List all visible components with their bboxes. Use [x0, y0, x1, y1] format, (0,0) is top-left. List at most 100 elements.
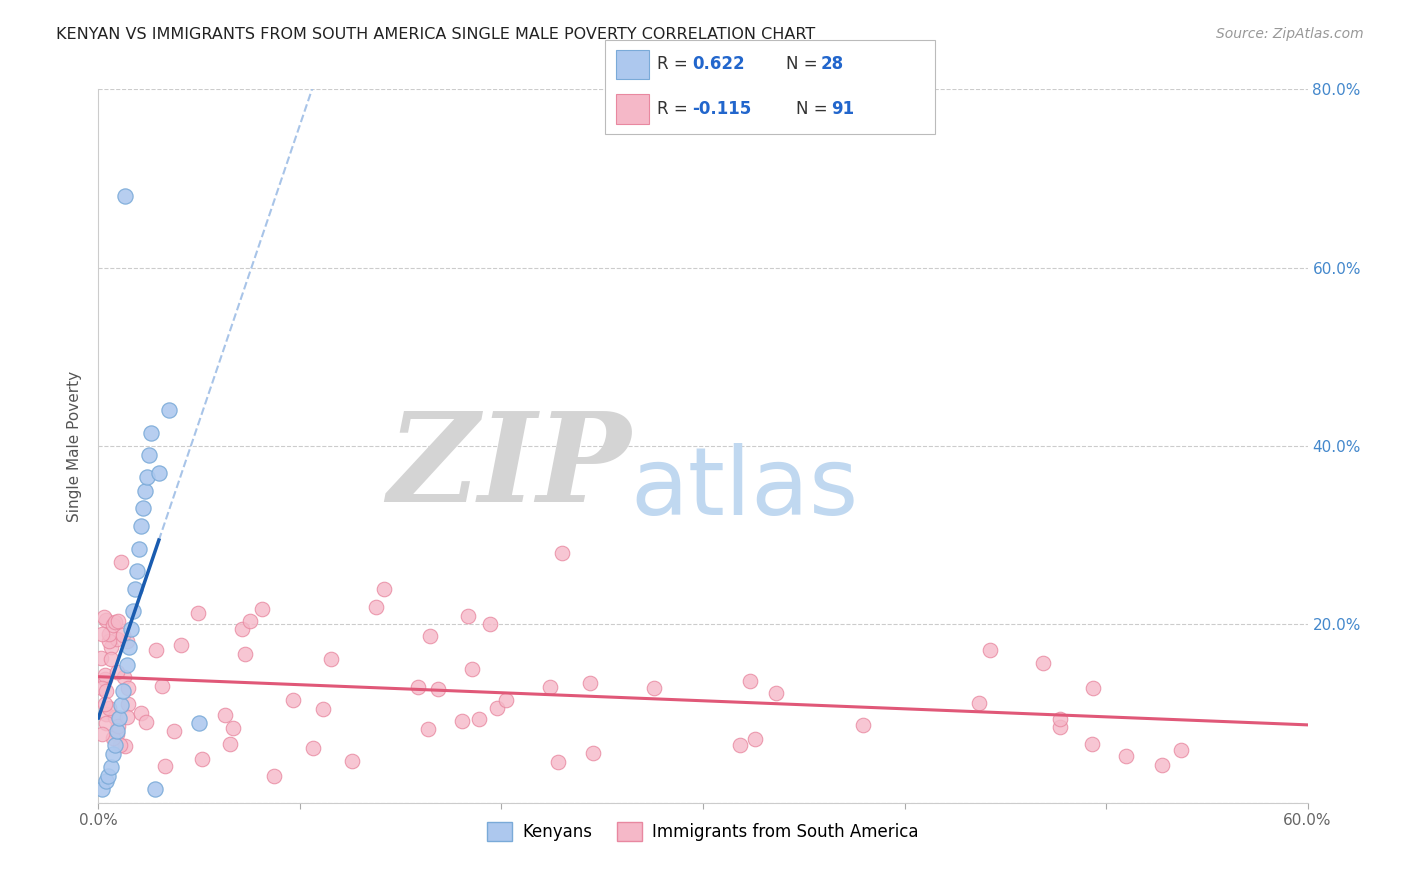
Point [1152, 758, 1174, 772]
Point [114, 739, 136, 753]
Point [233, 647, 256, 661]
Point [967, 696, 990, 710]
Point [105, 632, 128, 647]
Point [96, 613, 118, 627]
Point [94, 667, 117, 681]
Point [239, 615, 262, 629]
Point [129, 519, 152, 533]
Text: ZIP: ZIP [387, 407, 630, 528]
Point [551, 546, 574, 560]
Point [1032, 656, 1054, 670]
Text: KENYAN VS IMMIGRANTS FROM SOUTH AMERICA SINGLE MALE POVERTY CORRELATION CHART: KENYAN VS IMMIGRANTS FROM SOUTH AMERICA … [56, 27, 815, 42]
Point [150, 680, 173, 694]
Point [364, 599, 387, 614]
Point [222, 721, 245, 735]
Text: 28: 28 [821, 55, 844, 73]
Point [468, 712, 491, 726]
Point [479, 617, 502, 632]
Point [852, 717, 875, 731]
Text: N =: N = [786, 55, 823, 73]
Point [120, 622, 142, 636]
Point [110, 555, 132, 569]
Point [101, 731, 124, 746]
Point [340, 754, 363, 768]
Point [214, 708, 236, 723]
Point [94, 697, 117, 711]
Point [91, 681, 114, 696]
Point [1081, 681, 1104, 695]
Point [643, 681, 665, 695]
Point [105, 665, 128, 680]
Point [117, 633, 139, 648]
Point [416, 722, 439, 736]
Point [100, 640, 122, 655]
Point [153, 759, 176, 773]
Point [94, 715, 117, 730]
Point [373, 582, 395, 596]
Point [319, 652, 342, 666]
Point [485, 701, 508, 715]
Legend: Kenyans, Immigrants from South America: Kenyans, Immigrants from South America [481, 815, 925, 848]
Point [187, 606, 209, 620]
Point [104, 709, 127, 723]
Point [281, 693, 304, 707]
Point [103, 618, 125, 632]
Point [311, 702, 333, 716]
Point [93, 609, 115, 624]
Point [163, 724, 186, 739]
Point [419, 629, 441, 643]
Point [112, 670, 135, 684]
Point [131, 706, 153, 720]
Point [94, 706, 117, 721]
Point [90, 627, 112, 641]
Point [1049, 712, 1071, 726]
Point [114, 189, 136, 203]
Point [406, 680, 429, 694]
Point [157, 403, 180, 417]
Point [105, 727, 128, 741]
Point [170, 638, 193, 652]
Point [111, 627, 134, 641]
Point [125, 564, 148, 578]
Point [91, 782, 114, 797]
Point [218, 737, 240, 751]
Point [138, 448, 160, 462]
Point [107, 615, 129, 629]
Point [547, 755, 569, 769]
Point [103, 738, 125, 752]
Point [94, 683, 117, 698]
Point [979, 643, 1001, 657]
Point [579, 675, 602, 690]
Point [145, 643, 167, 657]
Point [97, 627, 120, 641]
Point [100, 760, 122, 774]
Point [1115, 748, 1137, 763]
Point [98, 634, 121, 648]
Text: Source: ZipAtlas.com: Source: ZipAtlas.com [1216, 27, 1364, 41]
Point [728, 739, 751, 753]
Point [538, 680, 561, 694]
Point [582, 746, 605, 760]
Point [132, 501, 155, 516]
Point [97, 769, 120, 783]
Point [426, 681, 449, 696]
Point [744, 731, 766, 746]
Point [143, 782, 166, 797]
Point [107, 719, 129, 733]
Point [134, 483, 156, 498]
Point [117, 681, 139, 696]
Text: R =: R = [658, 101, 693, 119]
Point [110, 698, 132, 712]
Point [495, 693, 517, 707]
Text: R =: R = [658, 55, 693, 73]
Point [111, 684, 134, 698]
FancyBboxPatch shape [616, 95, 650, 125]
Point [90, 651, 112, 665]
Text: -0.115: -0.115 [692, 101, 751, 119]
Point [139, 425, 162, 440]
Point [302, 740, 325, 755]
Point [190, 752, 212, 766]
Point [115, 657, 138, 672]
Point [110, 738, 132, 752]
Point [91, 726, 114, 740]
